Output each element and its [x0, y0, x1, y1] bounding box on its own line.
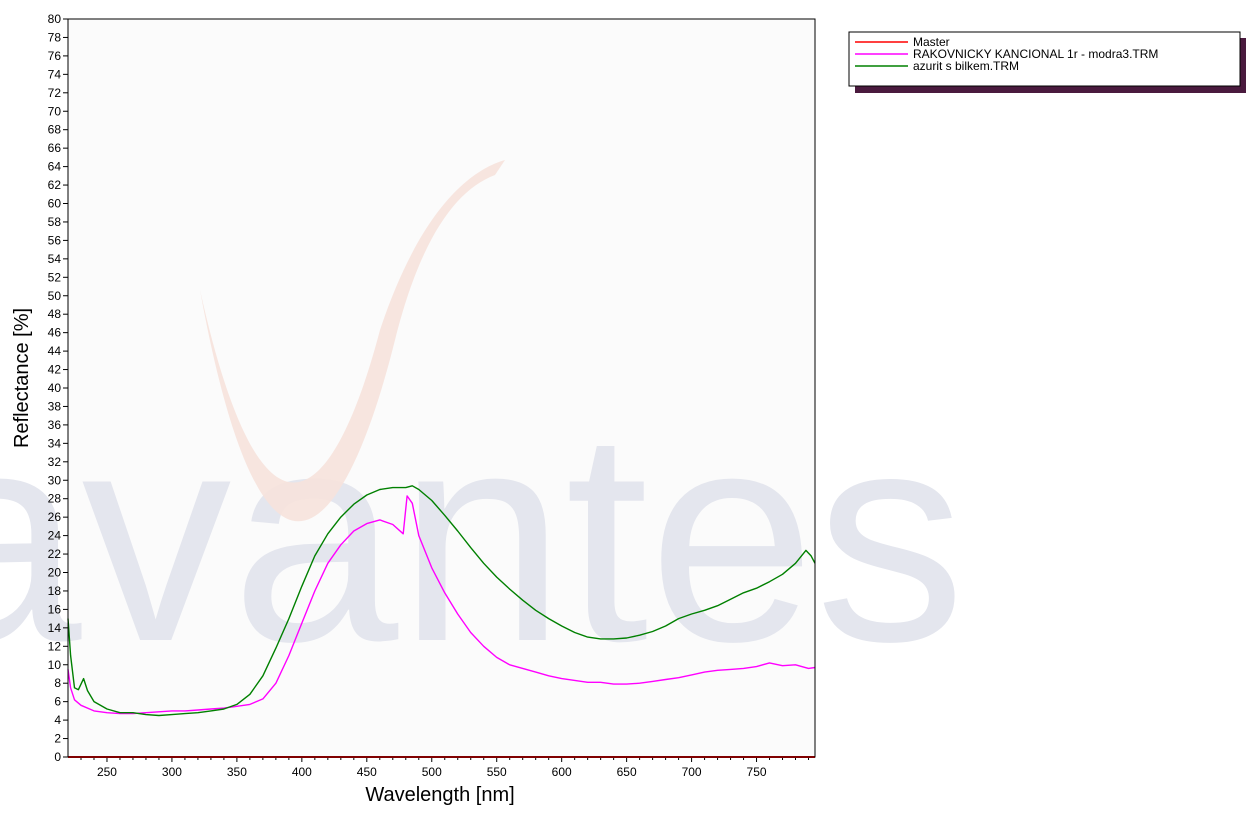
y-tick-label: 38 [48, 399, 62, 413]
y-tick-label: 60 [48, 197, 62, 211]
y-tick-label: 66 [48, 141, 62, 155]
y-tick-label: 12 [48, 639, 62, 653]
y-tick-label: 22 [48, 547, 62, 561]
y-tick-label: 24 [48, 529, 62, 543]
y-tick-label: 28 [48, 492, 62, 506]
y-tick-label: 42 [48, 363, 62, 377]
y-tick-label: 76 [48, 49, 62, 63]
x-tick-label: 650 [617, 765, 637, 779]
x-tick-label: 750 [747, 765, 767, 779]
y-tick-label: 68 [48, 123, 62, 137]
legend-label: RAKOVNICKY KANCIONAL 1r - modra3.TRM [913, 47, 1158, 61]
y-tick-label: 10 [48, 658, 62, 672]
legend-label: Master [913, 35, 950, 49]
watermark-text: avantes [0, 368, 965, 704]
y-tick-label: 0 [54, 750, 61, 764]
y-tick-label: 34 [48, 436, 62, 450]
y-tick-label: 6 [54, 695, 61, 709]
x-tick-label: 250 [97, 765, 117, 779]
x-tick-label: 500 [422, 765, 442, 779]
x-axis-title: Wavelength [nm] [365, 784, 514, 806]
y-axis: 0246810121416182022242628303234363840424… [48, 12, 68, 764]
y-tick-label: 16 [48, 602, 62, 616]
series-line-1 [67, 495, 816, 715]
y-tick-label: 80 [48, 12, 62, 26]
x-tick-label: 350 [227, 765, 247, 779]
legend-label: azurit s bilkem.TRM [913, 59, 1019, 73]
y-tick-label: 70 [48, 104, 62, 118]
y-tick-label: 8 [54, 676, 61, 690]
x-tick-label: 600 [552, 765, 572, 779]
y-tick-label: 58 [48, 215, 62, 229]
y-tick-label: 72 [48, 86, 62, 100]
x-tick-label: 550 [487, 765, 507, 779]
y-tick-label: 44 [48, 344, 62, 358]
y-tick-label: 32 [48, 455, 62, 469]
y-tick-label: 4 [54, 713, 61, 727]
y-tick-label: 14 [48, 621, 62, 635]
y-tick-label: 20 [48, 566, 62, 580]
y-tick-label: 2 [54, 732, 61, 746]
y-tick-label: 52 [48, 270, 62, 284]
plot-area [68, 19, 815, 757]
legend-box [848, 31, 1241, 87]
x-tick-label: 300 [162, 765, 182, 779]
y-tick-label: 40 [48, 381, 62, 395]
y-tick-label: 50 [48, 289, 62, 303]
y-tick-label: 18 [48, 584, 62, 598]
watermark-logo: avantes [0, 160, 965, 704]
y-tick-label: 62 [48, 178, 62, 192]
x-axis: 250 300 350 400 450 500 550 600 650 700 750 [80, 757, 810, 779]
y-tick-label: 56 [48, 233, 62, 247]
watermark-swoosh [200, 160, 505, 522]
series-line-2 [67, 485, 816, 717]
y-tick-label: 78 [48, 30, 62, 44]
x-tick-label: 450 [357, 765, 377, 779]
x-tick-label: 700 [682, 765, 702, 779]
y-axis-title: Reflectance [%] [11, 308, 33, 448]
y-tick-label: 30 [48, 473, 62, 487]
y-tick-label: 54 [48, 252, 62, 266]
y-tick-label: 46 [48, 326, 62, 340]
y-tick-label: 48 [48, 307, 62, 321]
x-tick-label: 400 [292, 765, 312, 779]
plot-frame [67, 18, 816, 758]
y-tick-label: 64 [48, 160, 62, 174]
y-tick-label: 74 [48, 67, 62, 81]
y-tick-label: 36 [48, 418, 62, 432]
y-tick-label: 26 [48, 510, 62, 524]
